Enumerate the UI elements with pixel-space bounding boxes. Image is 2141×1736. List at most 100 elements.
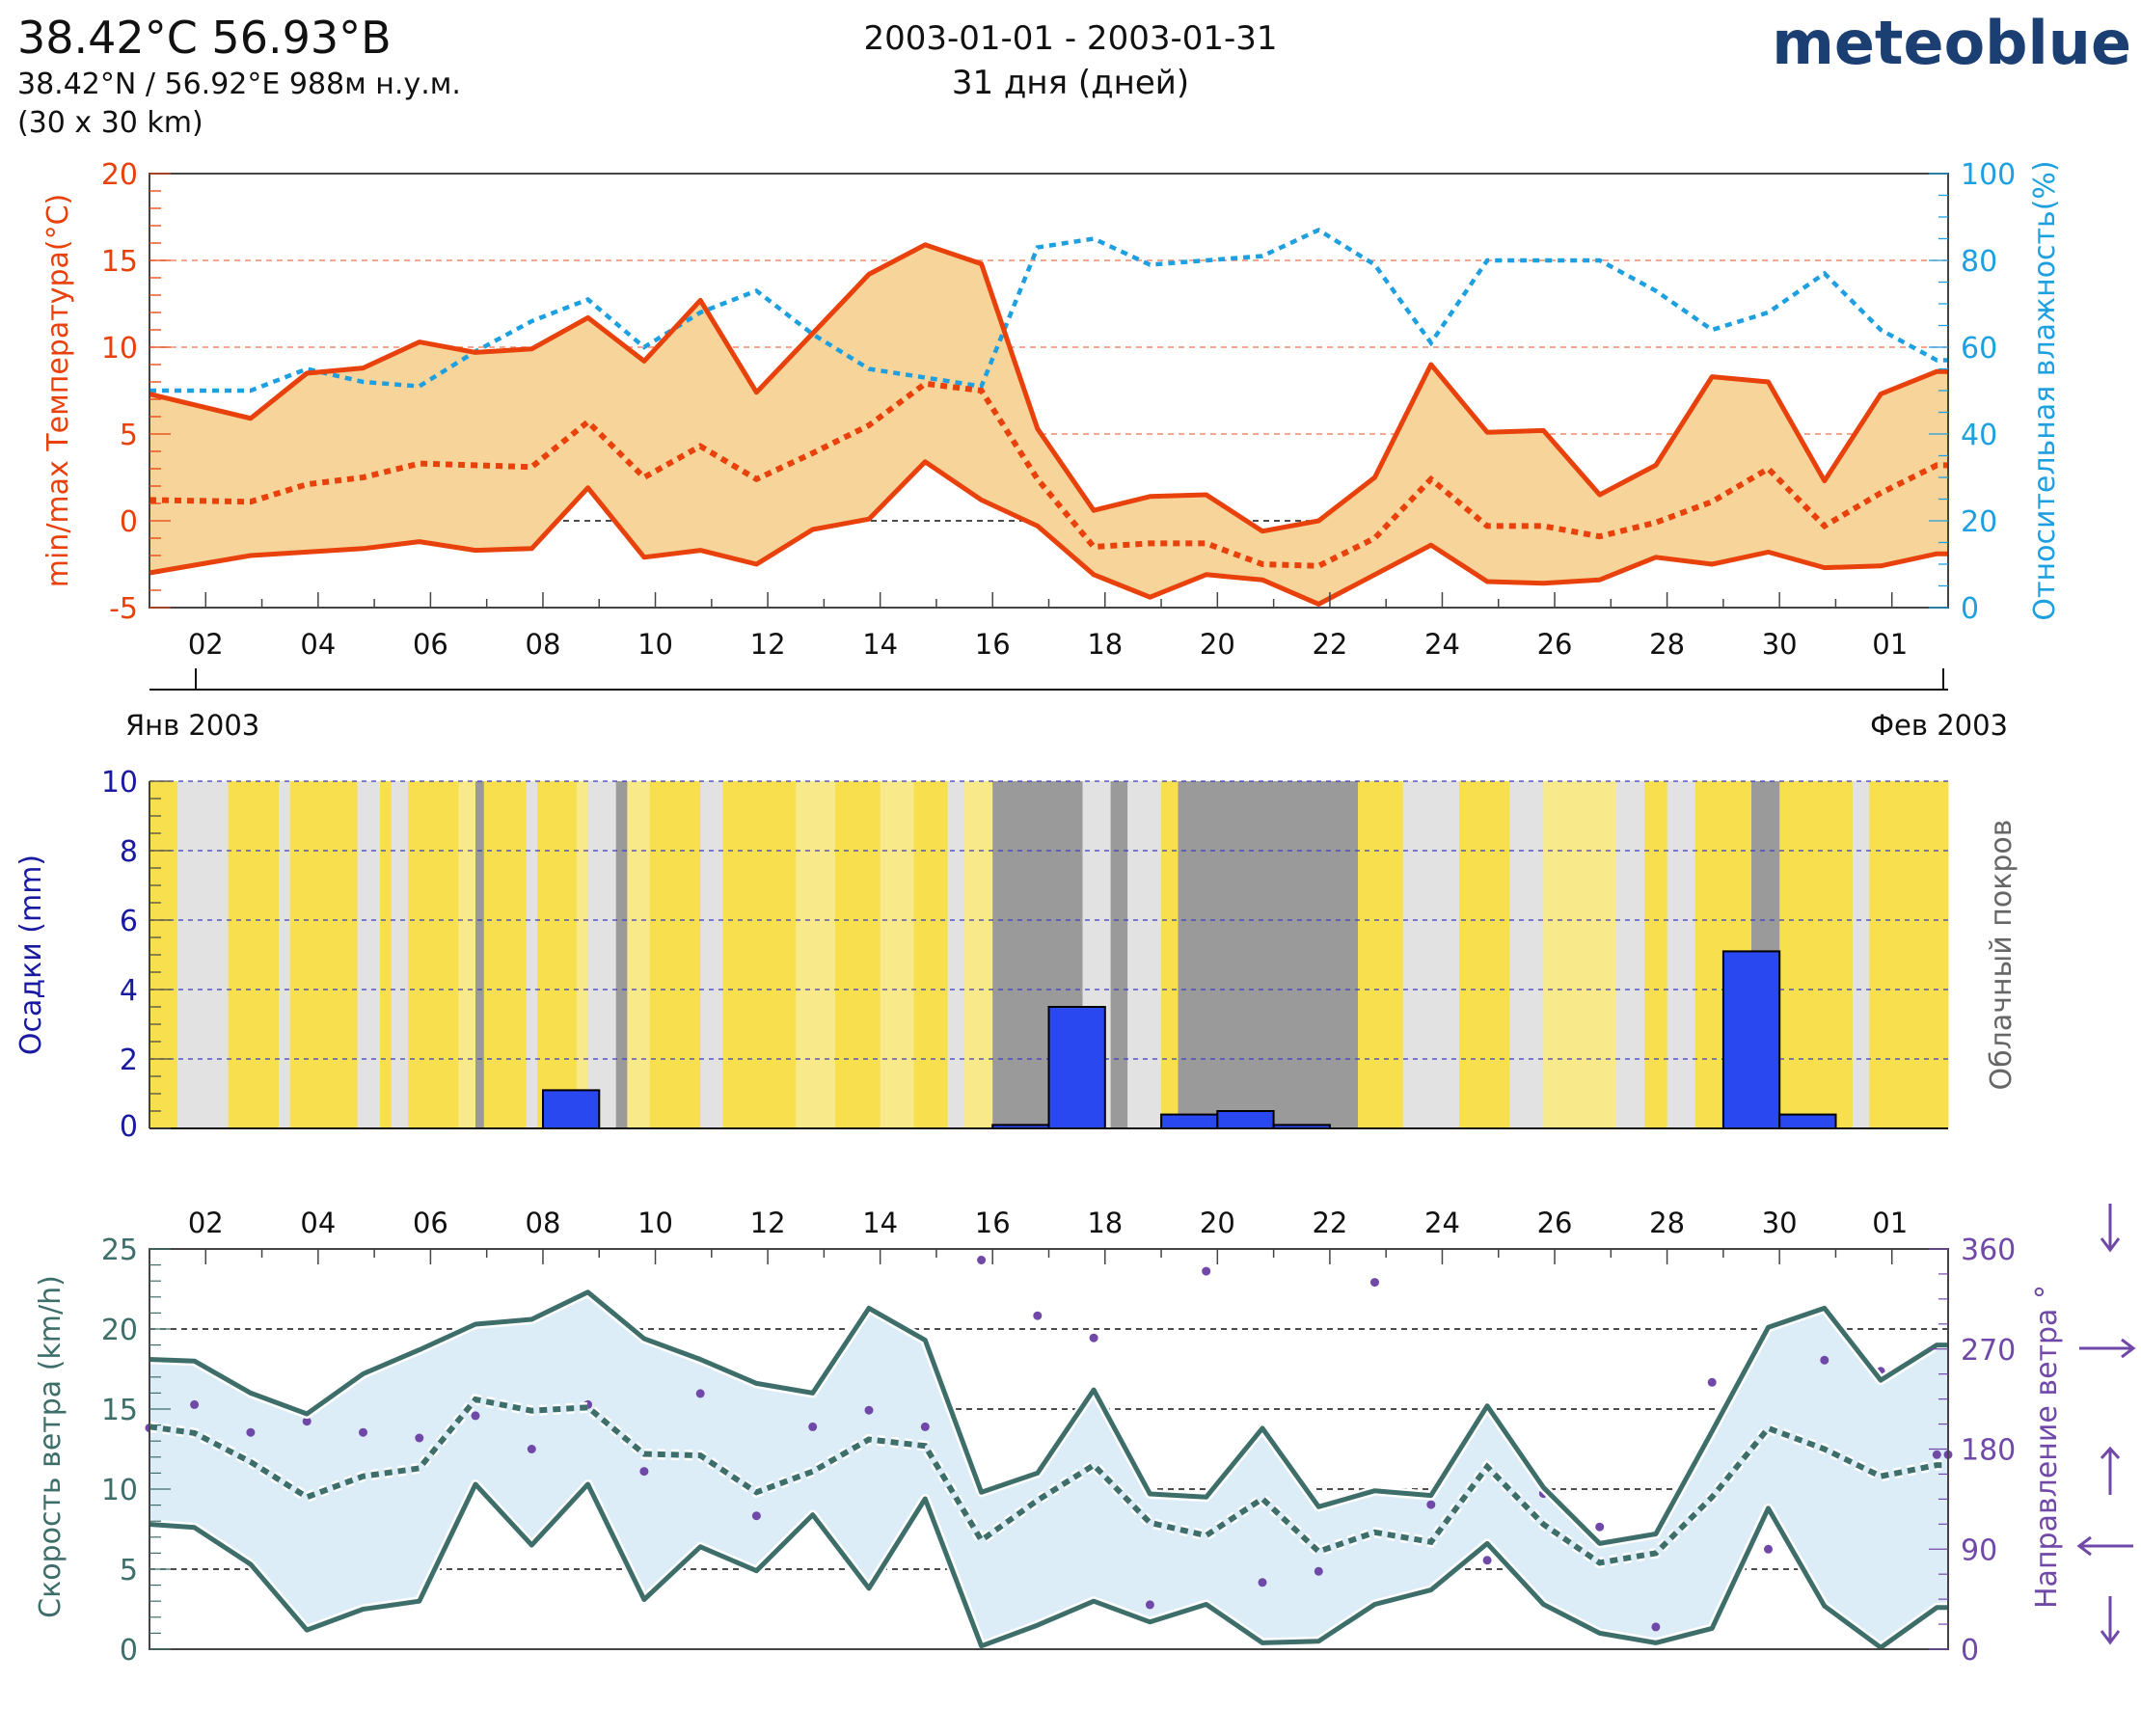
wind-speed-tick-label: 20 — [101, 1314, 138, 1347]
wind-direction-point — [864, 1405, 874, 1415]
date-tick-label: 08 — [526, 1207, 561, 1239]
wind-direction-point — [639, 1467, 649, 1477]
humidity-tick-label: 60 — [1961, 332, 1997, 366]
wind-direction-point — [359, 1427, 367, 1437]
wind-dir-tick-label: 90 — [1961, 1533, 1997, 1567]
wind-direction-axis-label: Направление ветра ° — [2030, 1285, 2064, 1609]
humidity-tick-label: 80 — [1961, 245, 1997, 279]
wind-direction-point — [1370, 1278, 1379, 1288]
date-tick-label: 04 — [300, 628, 336, 661]
cloud-cover-band — [880, 781, 915, 1128]
precip-bar — [1047, 1006, 1106, 1129]
arrow-north-2-icon — [2100, 1596, 2121, 1645]
date-tick-label: 22 — [1312, 628, 1347, 661]
cloud-cover-band — [1161, 781, 1179, 1128]
cloud-cover-band — [458, 781, 476, 1128]
wind-direction-point — [1314, 1566, 1323, 1576]
humidity-tick-label: 40 — [1961, 419, 1997, 452]
cloud-cover-band — [475, 781, 485, 1128]
wind-direction-point — [1202, 1266, 1211, 1276]
date-tick-label: 28 — [1649, 1207, 1685, 1239]
cloud-cover-band — [228, 781, 280, 1128]
wind-direction-point — [1426, 1500, 1436, 1509]
cloud-cover-band — [1616, 781, 1645, 1128]
humidity-tick-label: 20 — [1961, 505, 1997, 539]
date-tick-label: 22 — [1312, 1207, 1347, 1239]
date-tick-label: 18 — [1087, 628, 1123, 661]
cloud-cover-band — [1644, 781, 1668, 1128]
cloud-cover-band — [992, 781, 999, 1128]
date-tick-label: 20 — [1200, 1207, 1235, 1239]
wind-range-area — [149, 1291, 1948, 1648]
wind-direction-point — [415, 1433, 424, 1443]
wind-chart: 02 04 06 08 10 12 14 16 18 20 22 24 26 28 30 01 25 20 15 10… — [34, 1204, 2136, 1668]
cloud-cover-band — [526, 781, 538, 1128]
cloud-cover-band — [1807, 781, 1854, 1128]
wind-direction-point — [1595, 1522, 1605, 1532]
wind-direction-point — [246, 1427, 256, 1437]
arrow-west-icon — [2076, 1535, 2133, 1557]
wind-speed-tick-label: 0 — [120, 1634, 138, 1668]
cloud-cover-band — [1869, 781, 1949, 1128]
wind-dir-tick-label: 270 — [1961, 1334, 2016, 1368]
date-tick-label: 04 — [300, 1207, 336, 1239]
wind-direction-point — [302, 1417, 312, 1426]
cloud-cover-band — [483, 781, 527, 1128]
cloud-cover-band — [1509, 781, 1544, 1128]
date-tick-label: 14 — [862, 628, 898, 661]
date-tick-label: 14 — [862, 1207, 898, 1239]
location-title: 38.42°С 56.93°В — [17, 12, 392, 64]
cloud-cover-band — [627, 781, 651, 1128]
precip-tick-label: 4 — [120, 974, 138, 1008]
temperature-range-area — [149, 244, 1948, 605]
cloud-cover-band — [1127, 781, 1162, 1128]
precip-tick-label: 8 — [120, 835, 138, 869]
cloud-cover-axis-label: Облачный покров — [1985, 820, 2019, 1091]
wind-speed-tick-label: 25 — [101, 1234, 138, 1267]
date-tick-label: 24 — [1424, 628, 1460, 661]
cloud-cover-band — [649, 781, 701, 1128]
temp-tick-label: 5 — [120, 419, 138, 452]
precip-tick-label: 10 — [101, 766, 138, 800]
temp-tick-label: 20 — [101, 158, 138, 192]
cloud-cover-band — [1779, 781, 1808, 1128]
date-tick-label: 16 — [975, 628, 1011, 661]
wind-direction-point — [808, 1422, 818, 1431]
temperature-mean-line — [149, 380, 1948, 569]
precipitation-axis-label: Осадки (mm) — [14, 854, 48, 1055]
wind-speed-tick-label: 10 — [101, 1474, 138, 1507]
cloud-cover-band — [964, 781, 993, 1128]
cloud-cover-band — [537, 781, 578, 1128]
cloud-cover-band — [835, 781, 881, 1128]
temperature-humidity-chart: 20 15 10 5 0 -5 100 80 60 40 20 0 02 04 06 08 10 12 14 16 18… — [41, 158, 2062, 742]
temp-tick-label: 10 — [101, 332, 138, 366]
wind-dir-tick-label: 180 — [1961, 1434, 2016, 1468]
date-tick-label: 30 — [1762, 628, 1798, 661]
precip-bar — [1160, 1113, 1219, 1129]
date-tick-label: 26 — [1537, 1207, 1573, 1239]
wind-direction-point — [695, 1389, 705, 1398]
wind-direction-point — [1089, 1333, 1098, 1343]
grid-resolution: (30 x 30 km) — [17, 106, 203, 140]
humidity-tick-label: 0 — [1961, 592, 1979, 626]
precip-bar — [542, 1089, 601, 1130]
cloud-cover-band — [615, 781, 628, 1128]
wind-direction-point — [1651, 1622, 1661, 1632]
cloud-cover-band — [177, 781, 230, 1128]
date-tick-label: 12 — [750, 1207, 786, 1239]
humidity-tick-label: 100 — [1961, 158, 2016, 192]
wind-direction-point — [1145, 1600, 1154, 1610]
wind-speed-tick-label: 15 — [101, 1394, 138, 1427]
precip-tick-label: 2 — [120, 1044, 138, 1077]
cloud-cover-band — [947, 781, 965, 1128]
wind-direction-point — [527, 1445, 536, 1453]
precip-tick-label: 0 — [120, 1110, 138, 1144]
wind-direction-point — [1033, 1311, 1043, 1320]
date-range: 2003-01-01 - 2003-01-31 — [863, 19, 1278, 58]
date-tick-label: 06 — [413, 628, 448, 661]
cloud-cover-band — [913, 781, 949, 1128]
cloud-cover-band — [289, 781, 359, 1128]
precip-bar — [1778, 1113, 1837, 1129]
wind-max-line — [149, 1289, 1948, 1546]
precip-bar — [1721, 950, 1781, 1130]
